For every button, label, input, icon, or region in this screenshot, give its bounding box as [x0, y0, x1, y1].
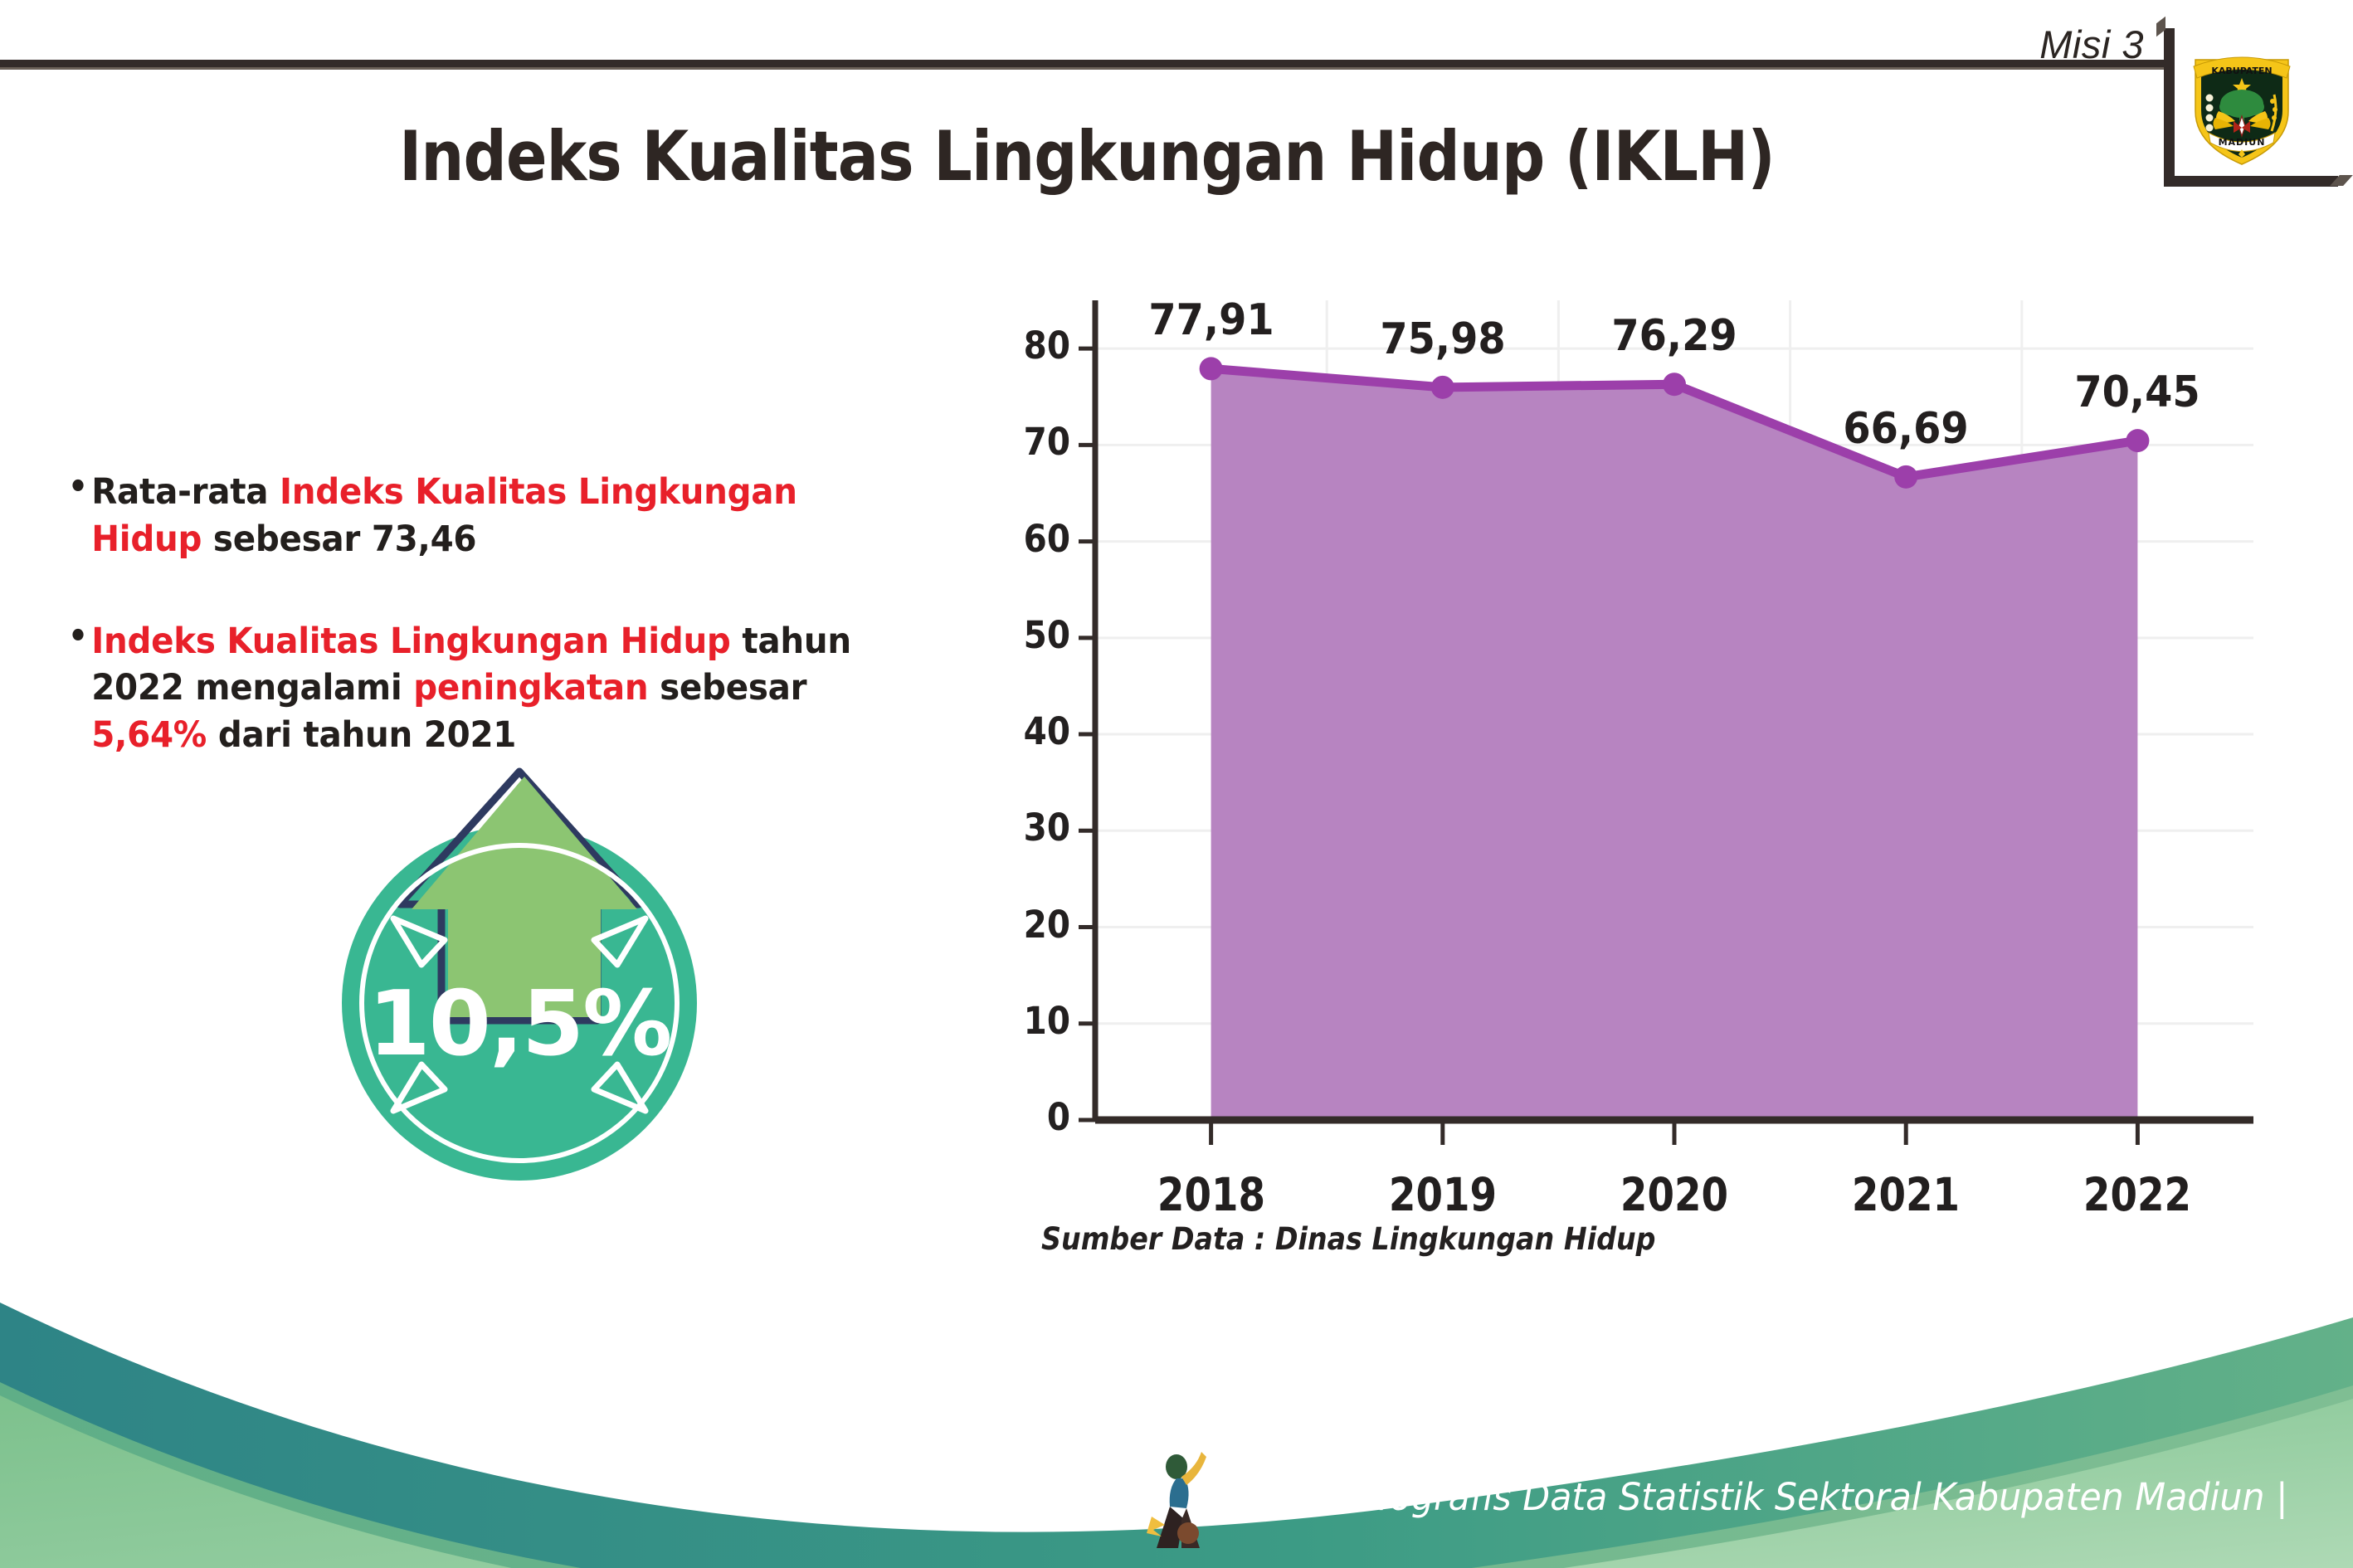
misi-label: Misi 3 — [2039, 22, 2144, 66]
svg-text:MADIUN: MADIUN — [2219, 137, 2266, 148]
x-axis-tick-label: 2018 — [1157, 1168, 1265, 1221]
bullet-highlight-text: peningkatan — [413, 667, 649, 709]
y-axis-tick-label: 40 — [1023, 709, 1070, 754]
x-axis-tick-label: 2021 — [1852, 1168, 1961, 1221]
bullet-item: Rata-rata Indeks Kualitas Lingkungan Hid… — [68, 465, 894, 563]
y-axis-tick-label: 20 — [1023, 902, 1070, 947]
page-title: Indeks Kualitas Lingkungan Hidup (IKLH) — [399, 116, 1776, 197]
badge-corner-triangles — [390, 915, 649, 1114]
data-point-value-label: 76,29 — [1611, 311, 1737, 362]
data-point-marker — [2126, 429, 2150, 453]
data-point-marker — [1199, 357, 1223, 381]
x-axis-tick-label: 2020 — [1620, 1168, 1729, 1221]
badge-value: 10,5% — [368, 972, 673, 1076]
summary-bullets: Rata-rata Indeks Kualitas Lingkungan Hid… — [68, 465, 948, 814]
chart-markers — [1199, 357, 2150, 489]
chart-canvas — [1079, 300, 2253, 1145]
statistics-mascot-icon — [1147, 1452, 1206, 1548]
y-axis-tick-label: 30 — [1023, 806, 1070, 850]
data-point-marker — [1430, 375, 1454, 399]
data-point-value-label: 70,45 — [2074, 368, 2201, 418]
header-bracket-vertical — [2164, 28, 2175, 186]
footer-wave-decoration — [0, 1303, 2353, 1568]
bullet-highlight-text: 5,64% — [91, 714, 207, 756]
bullet-plain-text: tahun 2022 mengalami — [91, 620, 851, 709]
y-axis-tick-label: 60 — [1023, 516, 1070, 561]
data-point-value-label: 75,98 — [1380, 314, 1506, 364]
header-divider-rule — [0, 60, 2174, 70]
data-point-value-label: 77,91 — [1147, 295, 1274, 346]
y-axis-tick-label: 10 — [1023, 998, 1070, 1043]
svg-text:KABUPATEN: KABUPATEN — [2211, 66, 2272, 76]
chart-area-fill — [1211, 368, 2138, 1120]
area-fill-path — [1211, 368, 2138, 1120]
bullet-plain-text: dari tahun 2021 — [207, 714, 517, 756]
bullet-highlight-text: Indeks Kualitas Lingkungan Hidup — [91, 471, 797, 560]
y-axis-tick-label: 0 — [1046, 1095, 1070, 1139]
bullet-plain-text: Rata-rata — [91, 471, 280, 513]
bullet-plain-text: sebesar — [648, 667, 807, 709]
bullet-item: Indeks Kualitas Lingkungan Hidup tahun 2… — [68, 614, 894, 759]
data-point-marker — [1663, 373, 1686, 397]
x-axis-tick-label: 2019 — [1388, 1168, 1497, 1221]
header-bracket-bottom — [2164, 176, 2338, 187]
source-note: Sumber Data : Dinas Lingkungan Hidup — [1041, 1221, 1656, 1257]
iklh-area-chart: 0 10 20 30 40 50 60 70 80 2018 2019 2020 2021 2022 7… — [962, 290, 2257, 1286]
x-axis-tick-label: 2022 — [2083, 1168, 2192, 1221]
y-axis-tick-label: 50 — [1023, 612, 1070, 657]
bullet-plain-text: sebesar 73,46 — [202, 518, 477, 560]
data-point-marker — [1894, 465, 1918, 489]
badge-inner-ring — [359, 843, 680, 1163]
bullet-highlight-text: Indeks Kualitas Lingkungan Hidup — [91, 620, 731, 662]
kabupaten-madiun-logo-icon: KABUPATEN MADIUN — [2193, 56, 2291, 165]
footer-text: Media Infografis Data Statistik Sektoral… — [1226, 1475, 2288, 1519]
y-axis-tick-label: 80 — [1023, 324, 1070, 368]
data-point-value-label: 66,69 — [1843, 403, 1969, 454]
y-axis-tick-label: 70 — [1023, 420, 1070, 465]
percentage-badge: 10,5% — [325, 747, 740, 1181]
